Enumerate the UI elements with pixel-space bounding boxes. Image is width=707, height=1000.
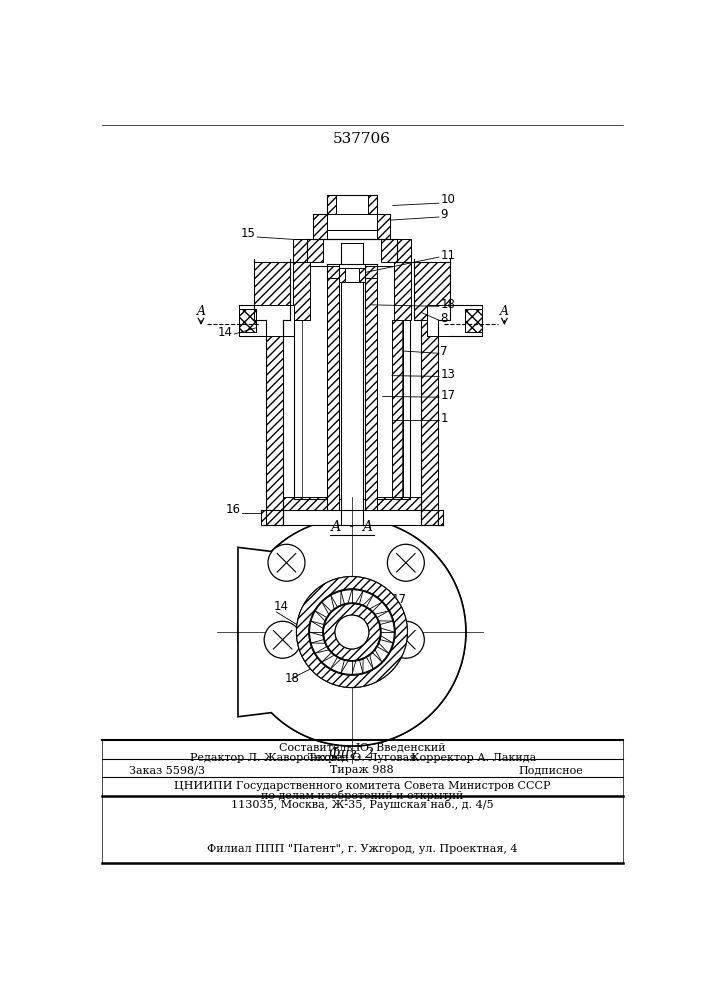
Text: 537706: 537706 <box>333 132 391 146</box>
Bar <box>426 305 482 336</box>
Text: 7: 7 <box>440 345 448 358</box>
Bar <box>283 497 327 510</box>
Bar <box>377 266 409 499</box>
Bar <box>261 510 443 525</box>
Text: 11: 11 <box>440 249 455 262</box>
Bar <box>339 268 365 282</box>
Polygon shape <box>238 536 466 746</box>
Bar <box>426 305 482 336</box>
Bar <box>409 499 421 510</box>
Bar <box>239 309 256 332</box>
Text: 15: 15 <box>241 227 256 240</box>
Text: 16: 16 <box>226 503 240 516</box>
Bar <box>465 309 482 332</box>
Circle shape <box>309 589 395 675</box>
Bar <box>327 266 339 510</box>
Bar <box>283 499 294 510</box>
Bar <box>313 214 327 239</box>
Text: Корректор А. Лакида: Корректор А. Лакида <box>411 753 537 763</box>
Bar <box>395 239 411 320</box>
Circle shape <box>264 621 301 658</box>
Bar <box>365 266 377 510</box>
Wedge shape <box>296 577 407 687</box>
Polygon shape <box>238 518 466 746</box>
Text: Фиг. 2: Фиг. 2 <box>329 747 375 761</box>
Bar <box>414 262 450 320</box>
Bar <box>359 268 365 282</box>
Text: Техред О. Луговая: Техред О. Луговая <box>308 753 416 763</box>
Text: Заказ 5598/3: Заказ 5598/3 <box>129 765 204 775</box>
Bar <box>341 243 363 525</box>
Bar <box>465 309 482 332</box>
Text: 13: 13 <box>440 368 455 381</box>
Circle shape <box>296 577 407 687</box>
Bar <box>339 268 345 282</box>
Bar <box>377 214 390 239</box>
Bar <box>421 320 438 510</box>
Circle shape <box>387 544 424 581</box>
Text: Редактор Л. Жаворонкова: Редактор Л. Жаворонкова <box>190 753 344 763</box>
Text: Составитель Ю. Введенский: Составитель Ю. Введенский <box>279 743 445 753</box>
Circle shape <box>387 621 424 658</box>
Circle shape <box>335 615 369 649</box>
Text: A: A <box>500 305 509 318</box>
Bar <box>283 510 421 525</box>
Text: 14: 14 <box>274 600 288 613</box>
Bar <box>239 305 294 336</box>
Text: 18: 18 <box>284 672 299 685</box>
Text: 17: 17 <box>392 593 407 606</box>
Text: ЦНИИПИ Государственного комитета Совета Министров СССР: ЦНИИПИ Государственного комитета Совета … <box>174 781 550 791</box>
Bar <box>336 195 368 214</box>
Text: 113035, Москва, Ж-35, Раушская наб., д. 4/5: 113035, Москва, Ж-35, Раушская наб., д. … <box>230 799 493 810</box>
Bar <box>239 305 294 336</box>
Circle shape <box>268 544 305 581</box>
Bar <box>254 262 291 320</box>
Bar <box>327 230 377 239</box>
Text: A: A <box>197 305 206 318</box>
Text: 1: 1 <box>440 412 448 425</box>
Bar <box>327 230 377 239</box>
Bar <box>368 195 378 214</box>
Bar <box>339 264 365 278</box>
Text: Филиал ППП "Патент", г. Ужгород, ул. Проектная, 4: Филиал ППП "Патент", г. Ужгород, ул. Про… <box>206 844 518 854</box>
Text: 8: 8 <box>440 312 448 325</box>
Bar <box>294 499 409 510</box>
Bar <box>266 320 283 510</box>
Bar <box>308 239 322 262</box>
Text: 10: 10 <box>440 193 455 206</box>
Bar <box>293 239 310 320</box>
Wedge shape <box>324 604 380 661</box>
Bar <box>377 497 421 510</box>
Circle shape <box>322 603 381 661</box>
Bar <box>392 320 403 499</box>
Text: 14: 14 <box>218 326 233 339</box>
Text: А  -  А: А - А <box>330 520 373 534</box>
Bar <box>327 195 336 214</box>
Text: по делам изобретений и открытий: по делам изобретений и открытий <box>261 790 463 801</box>
Text: 18: 18 <box>440 298 455 311</box>
Bar <box>381 239 397 262</box>
Text: 17: 17 <box>440 389 455 402</box>
Bar <box>339 264 365 278</box>
Bar <box>294 266 327 499</box>
Bar <box>239 309 256 332</box>
Text: Подписное: Подписное <box>518 765 583 775</box>
Text: Тираж 988: Тираж 988 <box>330 765 394 775</box>
Text: 9: 9 <box>440 208 448 221</box>
